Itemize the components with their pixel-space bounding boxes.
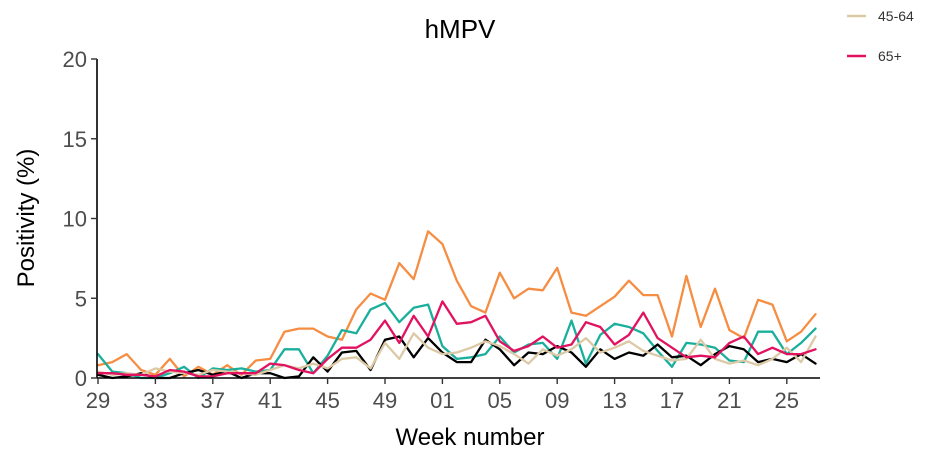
y-axis-title: Positivity (%) (13, 149, 40, 288)
x-tick-label: 09 (545, 388, 569, 413)
y-axis-ticks: 0 5 10 15 20 (63, 47, 97, 391)
x-tick-label: 45 (315, 388, 339, 413)
x-tick-label: 17 (660, 388, 684, 413)
y-tick-label: 15 (63, 127, 87, 152)
legend-label: 45-64 (878, 8, 914, 24)
x-tick-label: 49 (373, 388, 397, 413)
x-tick-label: 37 (201, 388, 225, 413)
series-line-3 (96, 332, 817, 376)
chart-title: hMPV (425, 14, 496, 44)
series-line-1 (96, 301, 817, 380)
x-tick-label: 05 (488, 388, 512, 413)
x-tick-label: 33 (143, 388, 167, 413)
x-tick-label: 01 (430, 388, 454, 413)
series-line-0 (96, 230, 817, 378)
y-tick-label: 10 (63, 207, 87, 232)
x-tick-label: 13 (602, 388, 626, 413)
y-tick-label: 0 (75, 366, 87, 391)
series-line-4 (96, 300, 817, 378)
x-axis-ticks: 29 33 37 41 45 49 01 05 09 13 17 21 25 (86, 378, 799, 413)
chart-legend: 45-64 65+ (847, 8, 914, 64)
x-axis-title: Week number (396, 424, 545, 450)
y-tick-label: 5 (75, 286, 87, 311)
series-layer (96, 230, 817, 380)
x-tick-label: 21 (717, 388, 741, 413)
legend-label: 65+ (878, 48, 902, 64)
x-tick-label: 25 (775, 388, 799, 413)
series-line-2 (96, 335, 817, 380)
y-tick-label: 20 (63, 47, 87, 72)
x-tick-label: 41 (258, 388, 282, 413)
x-tick-label: 29 (86, 388, 110, 413)
